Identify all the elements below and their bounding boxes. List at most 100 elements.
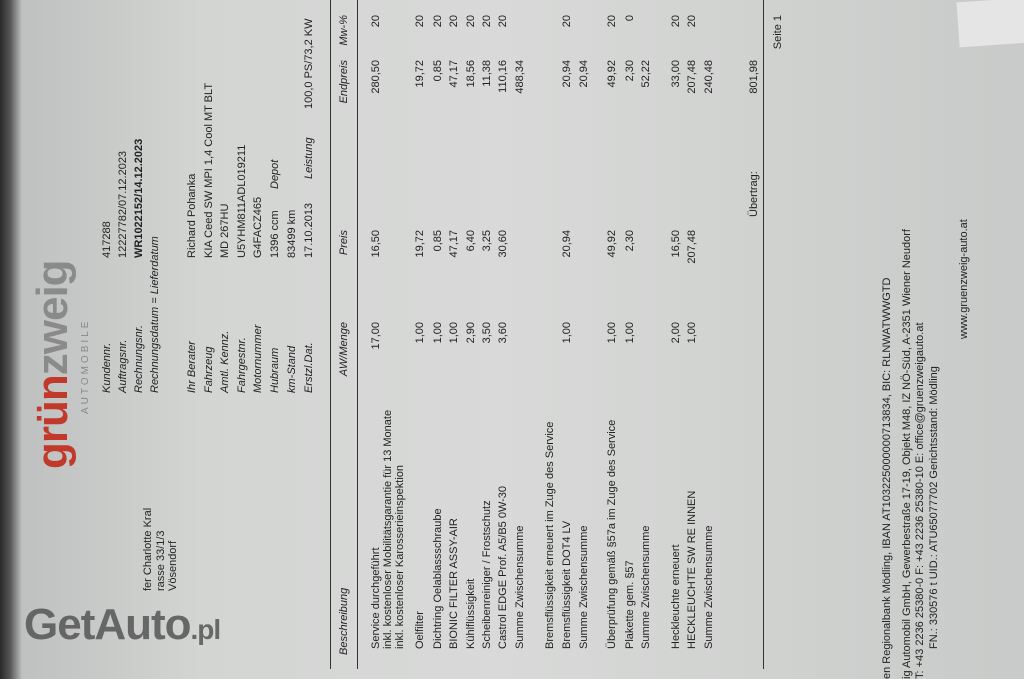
row-vat: 20	[670, 15, 682, 27]
header-vat: Mw-%	[338, 15, 350, 46]
row-price: 2,30	[624, 230, 636, 251]
vehicle-label: Fahrzeug	[203, 347, 215, 393]
row-description: Castrol EDGE Prof. A5/B5 0W-30	[497, 486, 509, 649]
row-description: BIONIC FILTER ASSY-AIR	[448, 518, 460, 649]
vehicle-label: Erstzl.Dat.	[303, 342, 315, 393]
vehicle-extra2: 100,0 PS/73,2 KW	[303, 19, 315, 110]
row-quantity: 2,00	[670, 322, 682, 343]
row-endprice: 2,30	[624, 60, 636, 81]
row-quantity: 3,60	[497, 322, 509, 343]
row-endprice: 110,16	[497, 60, 509, 93]
row-price: 6,40	[465, 230, 477, 251]
vehicle-extra: Leistung	[303, 137, 315, 179]
row-description: Summe Zwischensumme	[640, 526, 652, 649]
vehicle-value: 1396 ccm	[269, 210, 281, 258]
row-endprice: 52,22	[640, 60, 652, 88]
row-description: Kühlflüssigkeit	[465, 579, 477, 649]
recipient-line: rasse 33/1/3	[155, 530, 167, 591]
row-description: inkl. kostenloser Mobilitätsgarantie für…	[382, 410, 394, 649]
row-endprice: 0,85	[432, 60, 444, 81]
row-description: Summe Zwischensumme	[703, 526, 715, 649]
footer-line: www.gruenzweig-auto.at	[958, 219, 970, 339]
row-description: Oelfilter	[414, 611, 426, 649]
row-endprice: 47,17	[448, 60, 460, 88]
row-description: Service durchgeführt	[370, 548, 382, 650]
watermark-text: GetAuto	[24, 600, 191, 649]
row-description: Bremsflüssigkeit DOT4 LV	[561, 521, 573, 649]
footer-line: en Regionalbank Mödling, IBAN AT10322500…	[881, 278, 893, 679]
table-top-rule	[330, 0, 331, 669]
vehicle-value: U5YHM811ADL019211	[236, 145, 248, 258]
row-endprice: 18,56	[465, 60, 477, 88]
row-vat: 20	[414, 15, 426, 27]
row-price: 19,72	[414, 230, 426, 258]
row-description: Heckleuchte erneuert	[670, 544, 682, 649]
footer-line: T: +43 2236 25380-0 F: +43 2236 25380-10…	[914, 322, 926, 679]
row-description: inkl. kostenloser Karosserieinspektion	[394, 465, 406, 649]
header-value: WR1022152/14.12.2023	[133, 139, 145, 258]
row-description: Summe Zwischensumme	[514, 526, 526, 649]
row-price: 47,17	[448, 230, 460, 258]
row-quantity: 2,90	[465, 322, 477, 343]
carry-label: Übertrag:	[748, 171, 760, 217]
vehicle-label: km-Stand	[286, 346, 298, 393]
row-description: Bremsflüssigkeit erneuert im Zuge des Se…	[544, 422, 556, 649]
vehicle-label: Amtl. Kennz.	[219, 331, 231, 393]
row-description: Summe Zwischensumme	[578, 526, 590, 649]
row-quantity: 1,00	[414, 322, 426, 343]
company-logo: grünzweig	[28, 260, 78, 469]
row-quantity: 1,00	[624, 322, 636, 343]
row-vat: 20	[465, 15, 477, 27]
table-header-rule	[357, 0, 358, 669]
row-quantity: 1,00	[606, 322, 618, 343]
row-description: HECKLEUCHTE SW RE INNEN	[686, 491, 698, 649]
row-quantity: 1,00	[448, 322, 460, 343]
page-number: Seite 1	[772, 15, 784, 49]
footer-line: FN.: 330576 t UID.: ATU65077702 Gerichts…	[928, 366, 940, 649]
vehicle-value: KIA Ceed SW MPI 1,4 Cool MT BLT	[203, 83, 215, 258]
vehicle-label: Hubraum	[269, 348, 281, 393]
vehicle-value: 17.10.2013	[303, 203, 315, 258]
row-vat: 0	[624, 15, 636, 21]
logo-text-b: zweig	[28, 260, 77, 375]
row-vat: 20	[686, 15, 698, 27]
recipient-line: fer Charlotte Kral	[142, 508, 154, 591]
row-description: Scheibenreiniger / Frostschutz	[481, 500, 493, 649]
logo-text-a: grün	[28, 375, 77, 469]
row-price: 30,60	[497, 230, 509, 258]
row-vat: 20	[370, 15, 382, 27]
row-quantity: 1,00	[686, 322, 698, 343]
row-vat: 20	[481, 15, 493, 27]
row-quantity: 1,00	[432, 322, 444, 343]
vehicle-value: G4FACZ465	[252, 197, 264, 258]
row-endprice: 280,50	[370, 60, 382, 94]
row-endprice: 49,92	[606, 60, 618, 88]
header-value: 12227782/07.12.2023	[117, 151, 129, 258]
header-label: Kundennr.	[101, 343, 113, 393]
vehicle-label: Fahrgestnr.	[236, 337, 248, 393]
row-price: 3,25	[481, 230, 493, 251]
table-bottom-rule	[763, 0, 764, 669]
carry-value: 801,98	[748, 60, 760, 94]
row-endprice: 488,34	[514, 60, 526, 94]
row-price: 16,50	[370, 230, 382, 258]
vehicle-value: 83499 km	[286, 210, 298, 258]
row-vat: 20	[606, 15, 618, 27]
getauto-watermark: GetAuto.pl	[24, 600, 220, 650]
row-description: Plakette gem. §57	[624, 560, 636, 649]
row-vat: 20	[497, 15, 509, 27]
header-label: Rechnungsnr.	[133, 325, 145, 393]
row-price: 0,85	[432, 230, 444, 251]
header-label: Rechnungsdatum = Lieferdatum	[149, 236, 161, 393]
footer-line: ig Automobil GmbH, Gewerbestraße 17-19, …	[901, 229, 913, 679]
row-price: 49,92	[606, 230, 618, 258]
row-endprice: 19,72	[414, 60, 426, 88]
row-description: Dichtring Oelablassschraube	[432, 508, 444, 649]
vehicle-value: MD 267HU	[219, 204, 231, 258]
row-quantity: 1,00	[561, 322, 573, 343]
row-endprice: 240,48	[703, 60, 715, 94]
header-endprice: Endpreis	[338, 60, 350, 103]
row-description: Überprüfung gemäß §57a im Zuge des Servi…	[606, 420, 618, 649]
header-label: Auftragsnr.	[117, 340, 129, 393]
